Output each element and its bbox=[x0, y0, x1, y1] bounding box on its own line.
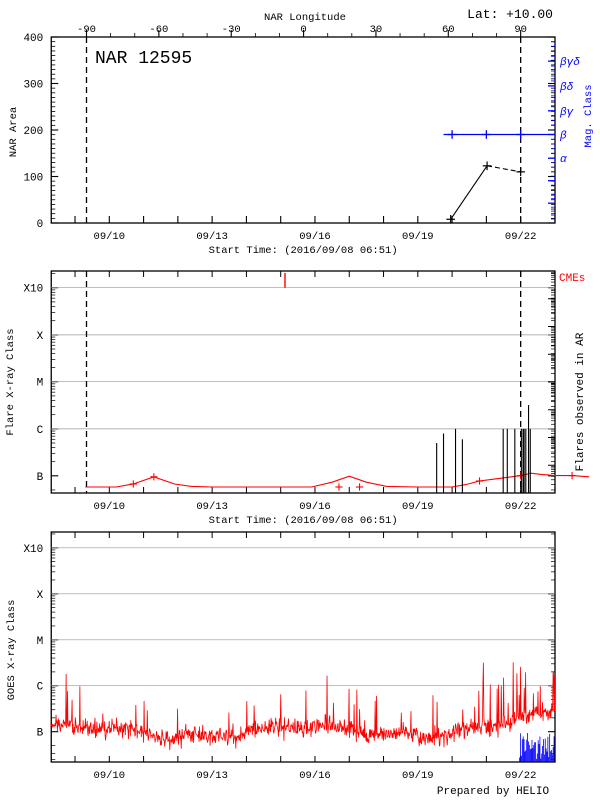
svg-text:Start Time: (2016/09/08 06:51): Start Time: (2016/09/08 06:51) bbox=[209, 245, 398, 257]
svg-text:09/19: 09/19 bbox=[402, 770, 434, 782]
svg-text:Flares observed in AR: Flares observed in AR bbox=[575, 332, 587, 471]
svg-text:X10: X10 bbox=[23, 284, 43, 296]
svg-text:09/16: 09/16 bbox=[299, 231, 331, 243]
svg-text:B: B bbox=[37, 728, 44, 740]
svg-text:NAR Longitude: NAR Longitude bbox=[264, 12, 346, 24]
svg-text:-60: -60 bbox=[149, 24, 168, 36]
svg-text:09/19: 09/19 bbox=[402, 501, 434, 513]
svg-text:09/13: 09/13 bbox=[196, 231, 228, 243]
svg-text:09/13: 09/13 bbox=[196, 501, 228, 513]
svg-text:Start Time: (2016/09/08 06:51): Start Time: (2016/09/08 06:51) bbox=[209, 515, 398, 527]
svg-text:100: 100 bbox=[23, 173, 43, 185]
svg-text:X: X bbox=[37, 331, 44, 343]
svg-text:09/10: 09/10 bbox=[94, 231, 126, 243]
svg-text:09/16: 09/16 bbox=[299, 770, 331, 782]
svg-text:X: X bbox=[37, 590, 44, 602]
svg-text:Lat: +10.00: Lat: +10.00 bbox=[467, 7, 553, 22]
svg-text:NAR Area: NAR Area bbox=[8, 107, 20, 157]
svg-text:09/13: 09/13 bbox=[196, 770, 228, 782]
svg-text:300: 300 bbox=[23, 80, 43, 92]
svg-text:C: C bbox=[37, 682, 44, 694]
svg-text:30: 30 bbox=[370, 24, 383, 36]
svg-text:09/22: 09/22 bbox=[505, 231, 537, 243]
svg-text:200: 200 bbox=[23, 126, 43, 138]
svg-text:GOES X-ray Class: GOES X-ray Class bbox=[6, 600, 18, 701]
svg-text:09/22: 09/22 bbox=[505, 501, 537, 513]
svg-text:βγδ: βγδ bbox=[559, 57, 580, 69]
svg-text:M: M bbox=[37, 636, 44, 648]
svg-text:C: C bbox=[37, 425, 44, 437]
svg-text:09/19: 09/19 bbox=[402, 231, 434, 243]
svg-text:09/22: 09/22 bbox=[505, 770, 537, 782]
svg-text:Flare X-ray Class: Flare X-ray Class bbox=[5, 328, 17, 435]
svg-text:60: 60 bbox=[442, 24, 455, 36]
svg-text:NAR 12595: NAR 12595 bbox=[95, 49, 192, 69]
svg-text:09/16: 09/16 bbox=[299, 501, 331, 513]
svg-text:09/10: 09/10 bbox=[94, 770, 126, 782]
svg-text:09/10: 09/10 bbox=[94, 501, 126, 513]
svg-text:β: β bbox=[559, 131, 567, 143]
svg-text:0: 0 bbox=[37, 219, 44, 231]
svg-text:CMEs: CMEs bbox=[559, 273, 585, 285]
svg-text:90: 90 bbox=[514, 24, 527, 36]
svg-text:Mag. Class: Mag. Class bbox=[583, 84, 595, 147]
svg-text:-30: -30 bbox=[222, 24, 241, 36]
svg-text:0: 0 bbox=[300, 24, 306, 36]
svg-text:B: B bbox=[37, 472, 44, 484]
svg-text:βδ: βδ bbox=[559, 82, 574, 94]
svg-text:X10: X10 bbox=[23, 544, 43, 556]
svg-text:M: M bbox=[37, 378, 44, 390]
svg-text:Prepared by HELIO: Prepared by HELIO bbox=[437, 786, 550, 798]
svg-text:βγ: βγ bbox=[559, 107, 574, 119]
svg-text:α: α bbox=[560, 154, 567, 166]
svg-text:-90: -90 bbox=[77, 24, 96, 36]
svg-text:400: 400 bbox=[23, 33, 43, 45]
